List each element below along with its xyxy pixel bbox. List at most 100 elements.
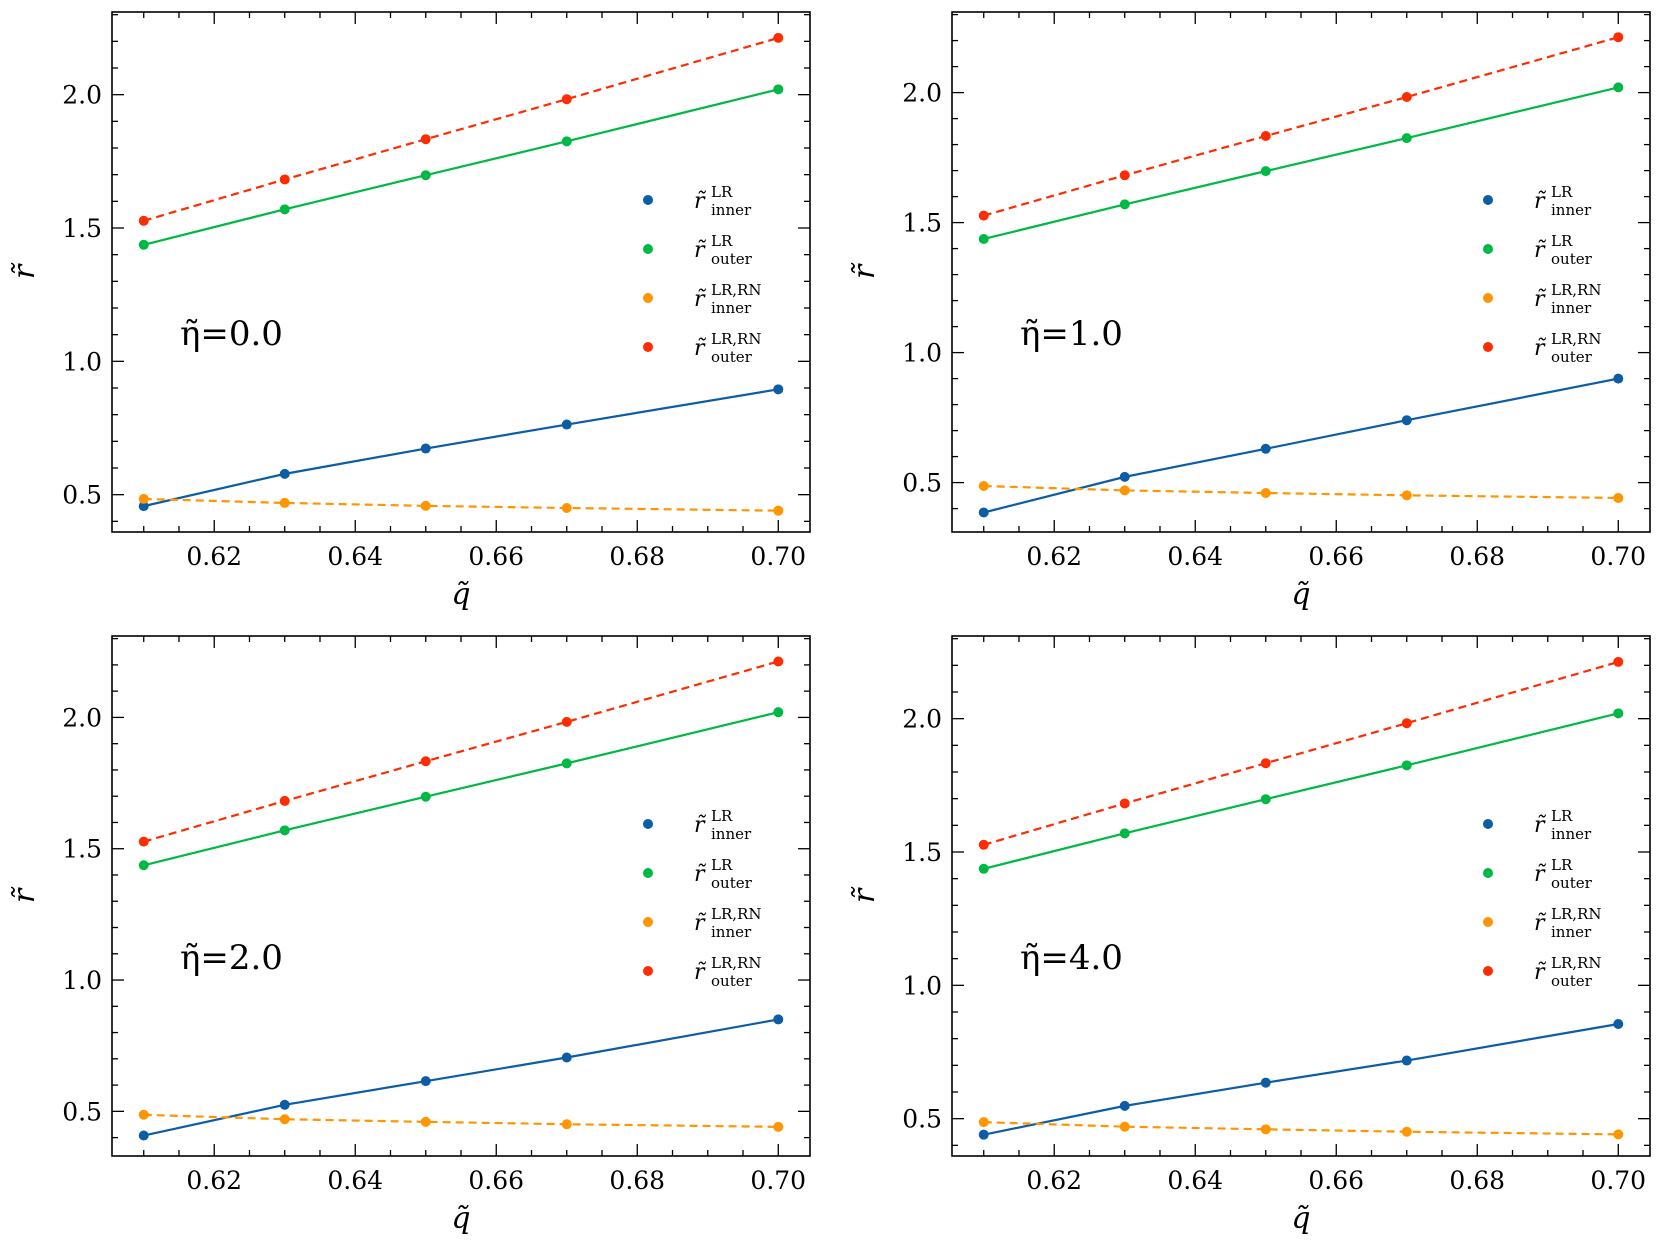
data-point [1401, 415, 1412, 426]
legend-subscript: inner [711, 299, 752, 317]
data-point [1119, 471, 1130, 482]
legend-label: r̃ [694, 238, 707, 263]
legend-label: r̃ [1534, 336, 1547, 361]
data-point [279, 825, 290, 836]
data-point [561, 1052, 572, 1063]
series-line-1 [983, 377, 1619, 514]
y-tick-label: 2.0 [902, 79, 942, 108]
data-point [1613, 32, 1624, 43]
series-line-1 [983, 1022, 1619, 1136]
legend-label: r̃ [694, 813, 707, 838]
series-line-1 [143, 388, 779, 508]
series-line-4 [143, 36, 779, 222]
data-point [978, 1117, 989, 1128]
series-line-2 [983, 86, 1619, 241]
data-point [561, 1119, 572, 1130]
data-point [420, 791, 431, 802]
x-axis-label: q̃ [451, 577, 470, 612]
legend-marker [1483, 966, 1493, 976]
series-line-2 [983, 712, 1619, 870]
legend-superscript: LR [711, 183, 733, 201]
data-point [138, 1109, 149, 1120]
y-tick-label: 0.5 [62, 1097, 102, 1126]
series-line-3 [983, 484, 1619, 500]
legend-superscript: LR,RN [711, 330, 761, 348]
chart-panel-2: 0.62 0.64 0.66 0.68 0.70 0.5 1.0 1.5 2.0 q̃ r̃ η̃=1… [847, 11, 1651, 612]
legend-superscript: LR [1551, 856, 1573, 874]
legend-subscript: inner [1551, 299, 1592, 317]
data-point [1119, 1121, 1130, 1132]
data-point [1260, 1077, 1271, 1088]
data-point [561, 94, 572, 105]
data-point [420, 443, 431, 454]
x-tick-label: 0.70 [1590, 1166, 1646, 1195]
x-tick-label: 0.68 [1449, 1166, 1505, 1195]
x-tick-label: 0.70 [750, 542, 806, 571]
data-point [773, 384, 784, 395]
data-point [1613, 1019, 1624, 1029]
y-tick-label: 2.0 [62, 81, 102, 110]
data-point [1401, 760, 1412, 771]
legend-label: r̃ [694, 287, 707, 312]
data-point [279, 1099, 290, 1110]
data-point [138, 860, 149, 871]
legend-marker [643, 244, 653, 254]
data-point [1401, 1126, 1412, 1137]
data-point [138, 836, 149, 847]
data-point [1401, 718, 1412, 729]
legend-subscript: outer [711, 874, 753, 892]
data-point [1260, 1124, 1271, 1135]
data-point [978, 233, 989, 244]
x-tick-label: 0.68 [609, 542, 665, 571]
x-tick-label: 0.66 [468, 1166, 524, 1195]
legend-label: r̃ [694, 862, 707, 887]
series-line-2 [143, 711, 779, 867]
data-point [1119, 170, 1130, 181]
legend-subscript: inner [711, 923, 752, 941]
data-point [1119, 798, 1130, 809]
series-line-3 [143, 1113, 779, 1128]
legend-subscript: outer [711, 250, 753, 268]
legend-marker [1483, 244, 1493, 254]
axes-frame [951, 11, 1651, 533]
data-point [773, 1121, 784, 1132]
x-tick-label: 0.66 [468, 542, 524, 571]
legend-label: r̃ [1534, 813, 1547, 838]
legend-superscript: LR,RN [1551, 905, 1601, 923]
data-point [773, 707, 784, 718]
legend-superscript: LR,RN [711, 281, 761, 299]
y-axis-label: r̃ [847, 886, 882, 903]
y-tick-label: 1.5 [902, 209, 942, 238]
legend-superscript: LR [1551, 807, 1573, 825]
legend-marker [1483, 293, 1493, 303]
data-point [773, 1014, 784, 1025]
legend-label: r̃ [1534, 960, 1547, 985]
data-point [561, 758, 572, 769]
legend-label: r̃ [1534, 238, 1547, 263]
data-point [1260, 488, 1271, 498]
data-point [773, 505, 784, 516]
legend-marker [643, 966, 653, 976]
legend-subscript: outer [1551, 348, 1593, 366]
data-point [1613, 82, 1624, 93]
legend-subscript: outer [711, 972, 753, 990]
y-tick-label: 0.5 [62, 481, 102, 510]
x-tick-label: 0.62 [186, 1166, 242, 1195]
legend-marker [1483, 195, 1493, 205]
x-tick-label: 0.70 [750, 1166, 806, 1195]
legend-label: r̃ [1534, 911, 1547, 936]
legend-subscript: outer [1551, 874, 1593, 892]
eta-annotation: η̃=2.0 [180, 938, 283, 978]
series-line-4 [983, 36, 1619, 217]
data-point [1613, 708, 1624, 719]
data-point [561, 136, 572, 147]
legend-subscript: inner [1551, 201, 1592, 219]
data-point [420, 1076, 431, 1087]
legend-label: r̃ [1534, 287, 1547, 312]
legend-label: r̃ [694, 960, 707, 985]
y-tick-label: 1.0 [62, 966, 102, 995]
data-point [978, 863, 989, 874]
